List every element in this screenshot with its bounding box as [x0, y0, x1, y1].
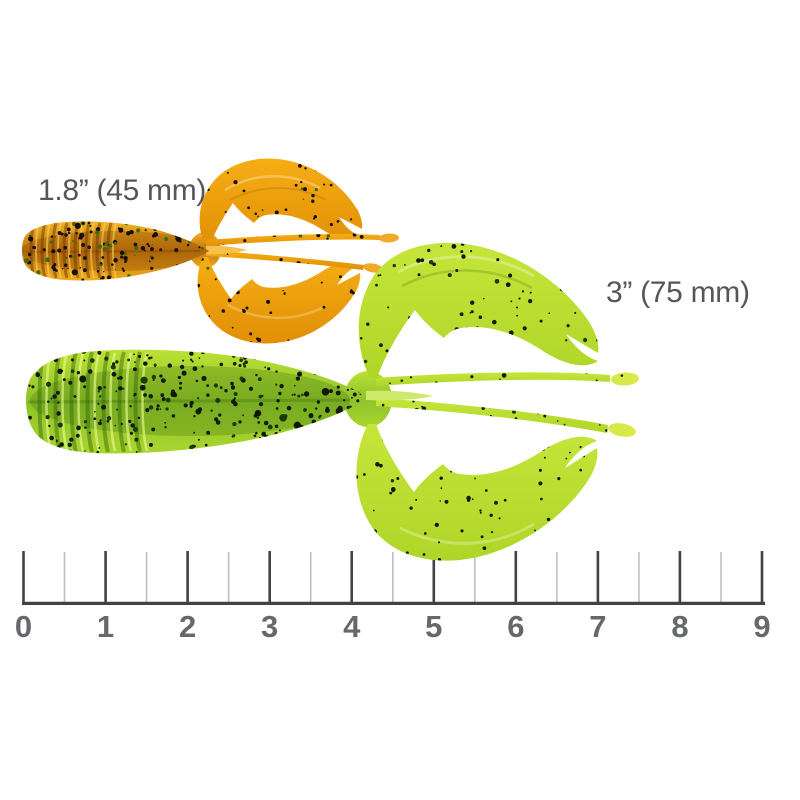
- green-antenna-bulb-bottom: [608, 423, 636, 437]
- green-lower-antenna: [376, 398, 608, 433]
- ruler: [22, 551, 765, 605]
- ruler-minor-ticks: [63, 552, 722, 603]
- orange-antenna-bulb-top: [379, 233, 399, 243]
- orange-lower-antenna: [206, 250, 364, 270]
- orange-antenna-bulb-bottom: [363, 263, 383, 273]
- orange-upper-antenna: [206, 233, 380, 246]
- large-lure-size-label: 3” (75 mm): [606, 276, 750, 309]
- orange-tail-spike: [206, 245, 247, 255]
- green-upper-antenna: [376, 372, 610, 386]
- lure-large-chartreuse: [26, 242, 639, 561]
- orange-upper-claw: [199, 158, 363, 246]
- green-lower-claw: [356, 424, 598, 561]
- orange-claw-streaks: [224, 175, 327, 320]
- orange-lower-claw: [197, 257, 361, 344]
- orange-body-texture: [22, 222, 209, 279]
- green-upper-claw: [358, 242, 599, 378]
- ruler-major-ticks: [22, 551, 764, 603]
- small-lure-size-label: 1.8” (45 mm): [38, 174, 207, 207]
- green-tail-spike: [366, 390, 433, 401]
- green-claw-streaks: [397, 255, 535, 545]
- green-antenna-bulb-top: [611, 372, 639, 386]
